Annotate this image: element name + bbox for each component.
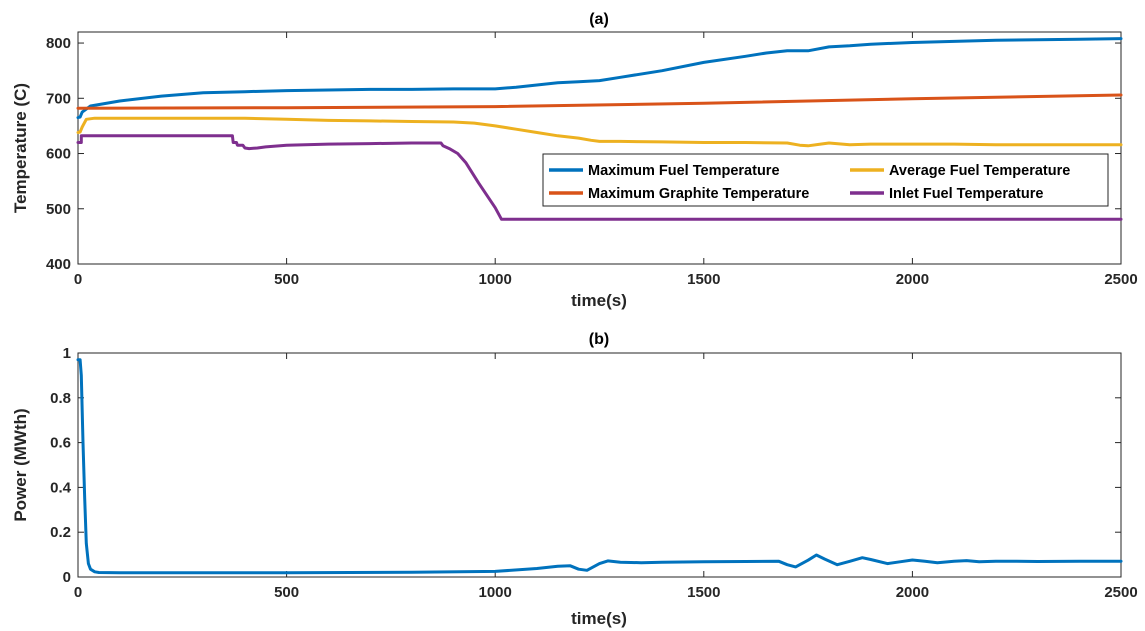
legend-label: Maximum Graphite Temperature xyxy=(588,186,809,202)
y-axis-ticks: 400 500 600 700 800 xyxy=(46,35,1121,273)
y-axis-label: Power (MWth) xyxy=(11,408,30,521)
legend-entry-average-fuel-temperature: Average Fuel Temperature xyxy=(850,163,1070,179)
series-line-1 xyxy=(76,358,1123,575)
x-tick-label: 500 xyxy=(274,584,299,601)
x-tick-label: 500 xyxy=(274,271,299,288)
series-layer xyxy=(76,37,1123,221)
y-tick-label: 0 xyxy=(63,569,71,586)
y-tick-label: 0.6 xyxy=(50,435,71,452)
y-tick-label: 700 xyxy=(46,90,71,107)
x-tick-label: 0 xyxy=(74,271,82,288)
x-tick-label: 1500 xyxy=(687,271,720,288)
legend-entry-maximum-fuel-temperature: Maximum Fuel Temperature xyxy=(549,163,780,179)
chart-title: (b) xyxy=(589,331,609,348)
legend-label: Inlet Fuel Temperature xyxy=(889,186,1043,202)
legend-label: Maximum Fuel Temperature xyxy=(588,163,780,179)
power-chart: (b) time(s) Power (MWth) 0 500 1000 1500 200… xyxy=(11,331,1138,628)
x-axis-label: time(s) xyxy=(571,609,627,628)
y-tick-label: 0.4 xyxy=(50,479,72,496)
chart-title: (a) xyxy=(589,11,609,28)
x-tick-label: 2500 xyxy=(1104,271,1137,288)
series-layer xyxy=(76,358,1123,575)
x-axis-label: time(s) xyxy=(571,291,627,310)
legend-entry-inlet-fuel-temperature: Inlet Fuel Temperature xyxy=(850,186,1043,202)
y-tick-label: 0.2 xyxy=(50,524,71,541)
x-tick-label: 2000 xyxy=(896,271,929,288)
legend-entry-maximum-graphite-temperature: Maximum Graphite Temperature xyxy=(549,186,809,202)
y-axis-label: Temperature (C) xyxy=(11,83,30,213)
y-tick-label: 400 xyxy=(46,256,71,273)
x-tick-label: 1500 xyxy=(687,584,720,601)
y-tick-label: 600 xyxy=(46,146,71,163)
x-tick-label: 2000 xyxy=(896,584,929,601)
legend-label: Average Fuel Temperature xyxy=(889,163,1070,179)
y-tick-label: 800 xyxy=(46,35,71,52)
temperature-chart: (a) time(s) Temperature (C) 0 500 1000 1500… xyxy=(11,11,1138,310)
series-line-maximum-fuel-temperature xyxy=(76,37,1123,120)
x-tick-label: 2500 xyxy=(1104,584,1137,601)
y-tick-label: 1 xyxy=(63,345,71,362)
series-line-maximum-graphite-temperature xyxy=(76,93,1123,110)
plot-area xyxy=(77,31,1122,265)
series-line-average-fuel-temperature xyxy=(76,116,1123,148)
y-axis-ticks: 0 0.2 0.4 0.6 0.8 1 xyxy=(50,345,1121,586)
legend-box xyxy=(542,153,1109,207)
x-axis-ticks: 0 500 1000 1500 2000 2500 xyxy=(74,353,1138,601)
x-tick-label: 1000 xyxy=(479,584,512,601)
x-tick-label: 0 xyxy=(74,584,82,601)
x-axis-ticks: 0 500 1000 1500 2000 2500 xyxy=(74,32,1138,288)
series-line-inlet-fuel-temperature xyxy=(76,134,1123,221)
y-tick-label: 500 xyxy=(46,201,71,218)
legend: Maximum Fuel Temperature Average Fuel Te… xyxy=(542,153,1109,207)
plot-area xyxy=(77,352,1122,578)
x-tick-label: 1000 xyxy=(479,271,512,288)
y-tick-label: 0.8 xyxy=(50,390,71,407)
